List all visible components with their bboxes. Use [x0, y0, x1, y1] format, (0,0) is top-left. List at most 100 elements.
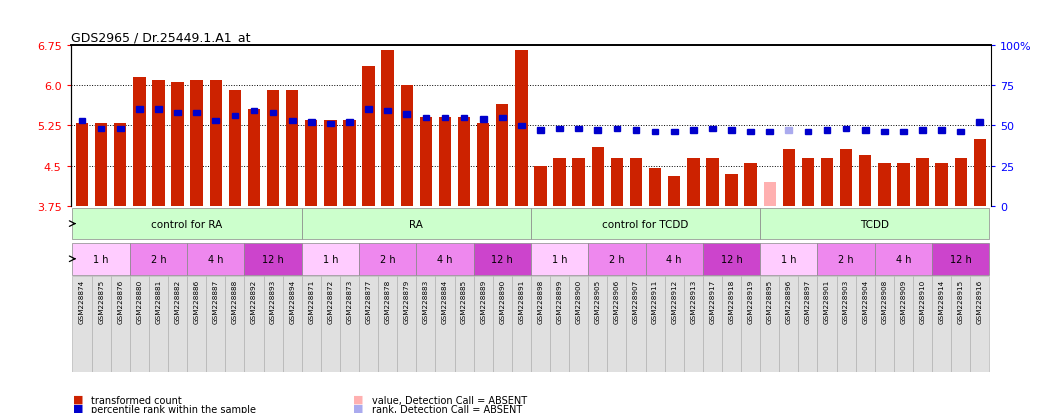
Bar — [741, 277, 760, 372]
Bar — [932, 243, 989, 275]
Bar — [365, 107, 372, 113]
Bar — [73, 277, 91, 372]
Text: ■: ■ — [353, 403, 363, 413]
Text: ■: ■ — [73, 394, 83, 404]
Bar — [627, 277, 646, 372]
Text: GSM228878: GSM228878 — [385, 280, 390, 324]
Text: GSM228916: GSM228916 — [977, 280, 983, 324]
Text: GSM228894: GSM228894 — [290, 280, 295, 324]
Bar — [244, 243, 302, 275]
Text: 4 h: 4 h — [208, 254, 223, 264]
Bar — [231, 114, 238, 119]
Bar — [649, 169, 661, 206]
Bar — [419, 118, 432, 206]
Bar — [955, 158, 967, 206]
Bar — [362, 67, 375, 206]
Bar — [439, 118, 452, 206]
Text: GSM228885: GSM228885 — [461, 280, 467, 324]
Bar — [862, 128, 869, 133]
Bar — [305, 121, 318, 206]
Bar — [722, 277, 741, 372]
Bar — [938, 128, 945, 133]
Bar — [193, 110, 200, 116]
Bar — [416, 243, 473, 275]
Bar — [344, 121, 356, 206]
Bar — [668, 177, 680, 206]
Bar — [859, 156, 872, 206]
Text: GSM228896: GSM228896 — [786, 280, 792, 324]
Bar — [556, 126, 563, 132]
Bar — [228, 91, 241, 206]
Bar — [455, 277, 473, 372]
Bar — [114, 123, 127, 206]
Text: 1 h: 1 h — [323, 254, 338, 264]
Text: 2 h: 2 h — [151, 254, 166, 264]
Bar — [764, 183, 776, 206]
Bar — [610, 158, 623, 206]
Text: GSM228884: GSM228884 — [442, 280, 448, 324]
Bar — [690, 128, 696, 133]
Bar — [359, 243, 416, 275]
Bar — [855, 277, 875, 372]
Text: GSM228898: GSM228898 — [538, 280, 544, 324]
Bar — [270, 110, 276, 116]
Bar — [780, 277, 798, 372]
Bar — [148, 277, 168, 372]
Text: GSM228917: GSM228917 — [709, 280, 715, 324]
Bar — [957, 130, 964, 135]
Bar — [136, 107, 142, 113]
Bar — [98, 126, 105, 132]
Bar — [804, 130, 812, 135]
Bar — [652, 130, 658, 135]
Text: GSM228891: GSM228891 — [518, 280, 524, 324]
Bar — [168, 277, 187, 372]
Text: GSM228880: GSM228880 — [136, 280, 142, 324]
Bar — [709, 126, 716, 132]
Text: GSM228886: GSM228886 — [194, 280, 199, 324]
Text: 1 h: 1 h — [93, 254, 109, 264]
Bar — [461, 115, 467, 121]
Bar — [401, 86, 413, 206]
Bar — [327, 122, 333, 127]
Text: GSM228883: GSM228883 — [422, 280, 429, 324]
Bar — [530, 208, 760, 240]
Bar — [346, 120, 353, 126]
Bar — [518, 123, 525, 128]
Text: GSM228893: GSM228893 — [270, 280, 276, 324]
Text: 12 h: 12 h — [950, 254, 972, 264]
Text: control for TCDD: control for TCDD — [602, 219, 689, 229]
Text: GSM228906: GSM228906 — [613, 280, 620, 324]
Bar — [473, 243, 530, 275]
Bar — [244, 277, 264, 372]
Bar — [422, 115, 430, 121]
Bar — [289, 119, 296, 124]
Text: transformed count: transformed count — [91, 395, 182, 405]
Bar — [79, 119, 85, 124]
Bar — [302, 277, 321, 372]
Text: GSM228910: GSM228910 — [920, 280, 926, 324]
Bar — [573, 158, 584, 206]
Text: 4 h: 4 h — [896, 254, 911, 264]
Bar — [76, 123, 88, 206]
Bar — [264, 277, 282, 372]
Bar — [684, 277, 703, 372]
Bar — [515, 51, 527, 206]
Text: GSM228901: GSM228901 — [824, 280, 830, 324]
Text: rank, Detection Call = ABSENT: rank, Detection Call = ABSENT — [372, 404, 522, 413]
Bar — [760, 277, 780, 372]
Bar — [760, 243, 818, 275]
Bar — [575, 126, 582, 132]
Text: GSM228907: GSM228907 — [633, 280, 639, 324]
Bar — [687, 158, 700, 206]
Bar — [818, 277, 837, 372]
Text: GSM228879: GSM228879 — [404, 280, 410, 324]
Bar — [818, 243, 875, 275]
Bar — [174, 110, 181, 116]
Text: 12 h: 12 h — [263, 254, 284, 264]
Bar — [187, 277, 207, 372]
Bar — [302, 243, 359, 275]
Bar — [878, 164, 891, 206]
Bar — [840, 150, 852, 206]
Text: GSM228897: GSM228897 — [804, 280, 811, 324]
Bar — [384, 109, 391, 114]
